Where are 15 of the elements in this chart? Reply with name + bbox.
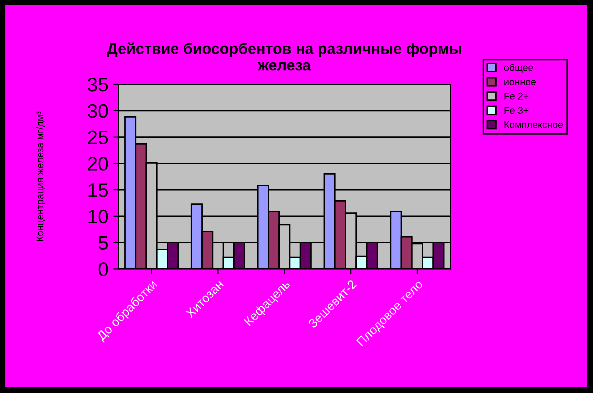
y-tick-label: 30 bbox=[88, 104, 108, 118]
y-tick-label: 25 bbox=[88, 130, 108, 145]
legend-label: ионное bbox=[504, 80, 536, 86]
y-tick-label: 5 bbox=[98, 236, 108, 250]
y-tick-label: 15 bbox=[88, 184, 108, 198]
y-tick-label: 35 bbox=[88, 78, 108, 92]
legend-label: Fe 2+ bbox=[504, 92, 529, 100]
y-tick-label: 10 bbox=[88, 210, 108, 224]
chart-title: Действие биосорбентов на различные формы железа bbox=[107, 42, 462, 71]
y-tick-label: 20 bbox=[88, 157, 108, 171]
legend-label: общее bbox=[504, 64, 534, 74]
legend-label: Fe 3+ bbox=[504, 107, 529, 114]
y-axis-title: Концентрация железа мг/дм³ bbox=[36, 112, 46, 242]
legend-label: Комплексное bbox=[504, 122, 564, 128]
y-tick-label: 0 bbox=[98, 262, 108, 276]
